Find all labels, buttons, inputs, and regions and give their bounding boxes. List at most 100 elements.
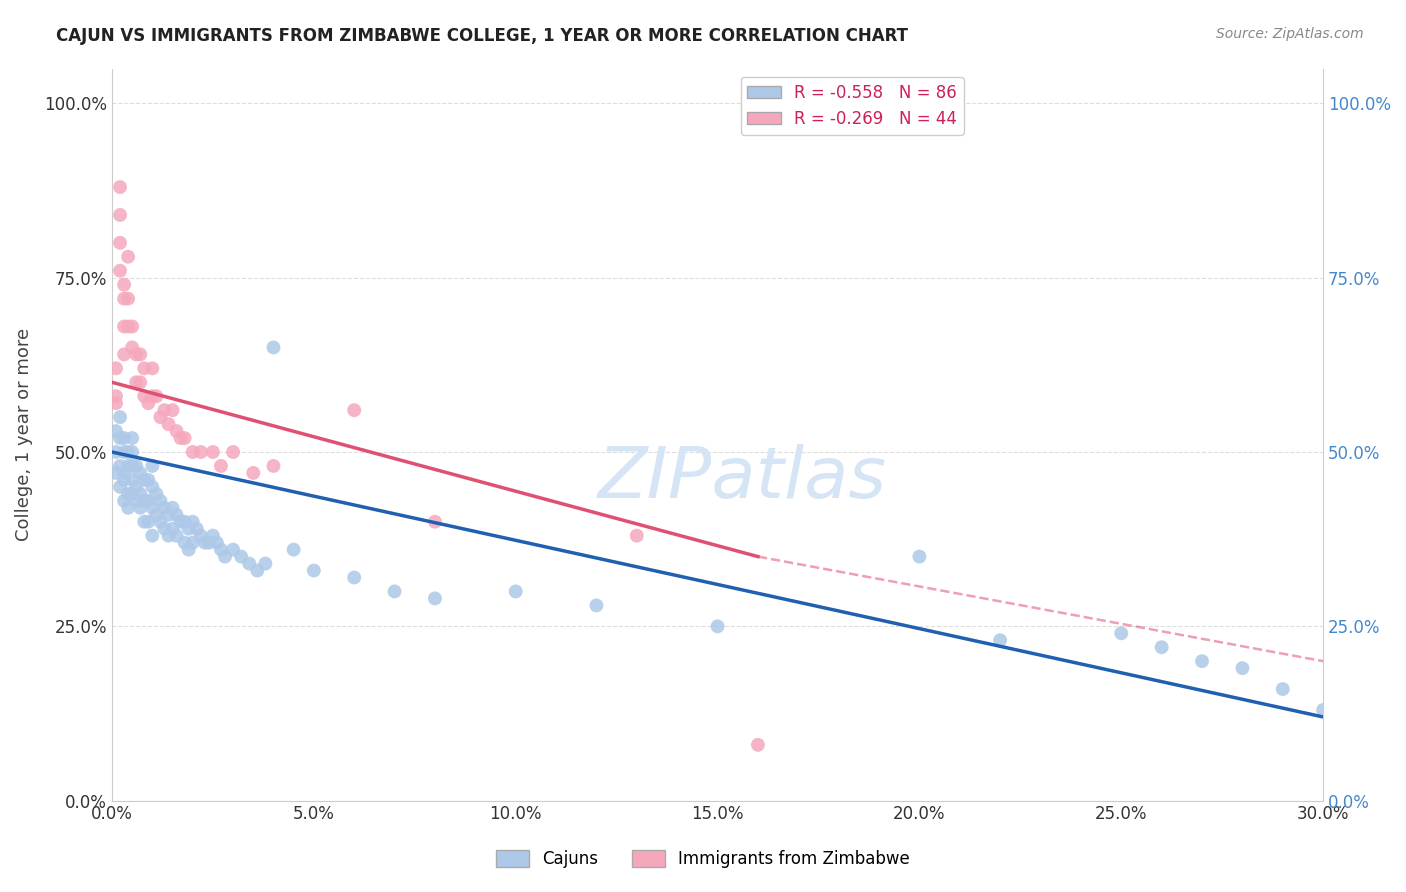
Point xyxy=(231,549,253,564)
Point xyxy=(112,292,135,306)
Point xyxy=(145,487,167,501)
Legend: R = -0.558   N = 86, R = -0.269   N = 44: R = -0.558 N = 86, R = -0.269 N = 44 xyxy=(741,77,963,135)
Point xyxy=(112,493,135,508)
Point xyxy=(242,466,264,480)
Point xyxy=(149,515,172,529)
Point xyxy=(585,599,607,613)
Point xyxy=(121,319,143,334)
Point xyxy=(246,564,269,578)
Point xyxy=(747,738,769,752)
Point xyxy=(129,500,152,515)
Point xyxy=(186,522,208,536)
Point xyxy=(1232,661,1254,675)
Point xyxy=(222,445,245,459)
Point xyxy=(112,445,135,459)
Point xyxy=(423,515,446,529)
Point xyxy=(108,458,131,473)
Point xyxy=(1271,681,1294,696)
Point xyxy=(112,347,135,361)
Point xyxy=(121,487,143,501)
Point xyxy=(262,340,284,354)
Point xyxy=(129,487,152,501)
Point xyxy=(162,500,184,515)
Point xyxy=(105,445,128,459)
Point xyxy=(125,458,148,473)
Point xyxy=(117,445,139,459)
Point xyxy=(121,473,143,487)
Point xyxy=(157,508,180,522)
Point xyxy=(214,549,236,564)
Point xyxy=(181,535,204,549)
Point xyxy=(181,515,204,529)
Point xyxy=(205,535,228,549)
Point xyxy=(201,445,224,459)
Point xyxy=(129,466,152,480)
Point xyxy=(384,584,406,599)
Point xyxy=(136,396,159,410)
Point xyxy=(254,557,277,571)
Point xyxy=(105,361,128,376)
Point xyxy=(262,458,284,473)
Point xyxy=(117,250,139,264)
Point xyxy=(141,529,163,543)
Point xyxy=(238,557,260,571)
Point xyxy=(157,529,180,543)
Point xyxy=(1312,703,1334,717)
Point xyxy=(423,591,446,606)
Point xyxy=(141,480,163,494)
Point xyxy=(177,522,200,536)
Point xyxy=(112,466,135,480)
Legend: Cajuns, Immigrants from Zimbabwe: Cajuns, Immigrants from Zimbabwe xyxy=(489,843,917,875)
Point xyxy=(105,466,128,480)
Point xyxy=(141,458,163,473)
Point xyxy=(112,473,135,487)
Y-axis label: College, 1 year or more: College, 1 year or more xyxy=(15,328,32,541)
Point xyxy=(121,431,143,445)
Point xyxy=(190,529,212,543)
Point xyxy=(153,500,176,515)
Point xyxy=(125,493,148,508)
Point xyxy=(209,458,232,473)
Point xyxy=(112,319,135,334)
Point xyxy=(190,445,212,459)
Point xyxy=(125,480,148,494)
Point xyxy=(201,529,224,543)
Point xyxy=(125,347,148,361)
Point xyxy=(108,180,131,194)
Point xyxy=(162,403,184,417)
Point xyxy=(988,633,1011,648)
Point xyxy=(141,389,163,403)
Point xyxy=(134,515,156,529)
Point xyxy=(166,529,188,543)
Point xyxy=(302,564,325,578)
Point xyxy=(173,535,195,549)
Point xyxy=(145,389,167,403)
Point xyxy=(209,542,232,557)
Point xyxy=(121,458,143,473)
Point xyxy=(117,500,139,515)
Point xyxy=(343,403,366,417)
Point xyxy=(125,376,148,390)
Point xyxy=(108,208,131,222)
Point xyxy=(166,508,188,522)
Point xyxy=(169,431,191,445)
Point xyxy=(194,535,217,549)
Point xyxy=(136,473,159,487)
Text: ZIPatlas: ZIPatlas xyxy=(598,444,886,513)
Point xyxy=(134,361,156,376)
Point xyxy=(149,410,172,425)
Point xyxy=(157,417,180,431)
Point xyxy=(136,493,159,508)
Point xyxy=(117,487,139,501)
Point xyxy=(108,410,131,425)
Point xyxy=(173,515,195,529)
Point xyxy=(121,340,143,354)
Point xyxy=(108,431,131,445)
Point xyxy=(343,570,366,584)
Point xyxy=(136,515,159,529)
Point xyxy=(112,277,135,292)
Point xyxy=(108,235,131,250)
Point xyxy=(134,493,156,508)
Point xyxy=(166,424,188,438)
Point xyxy=(706,619,728,633)
